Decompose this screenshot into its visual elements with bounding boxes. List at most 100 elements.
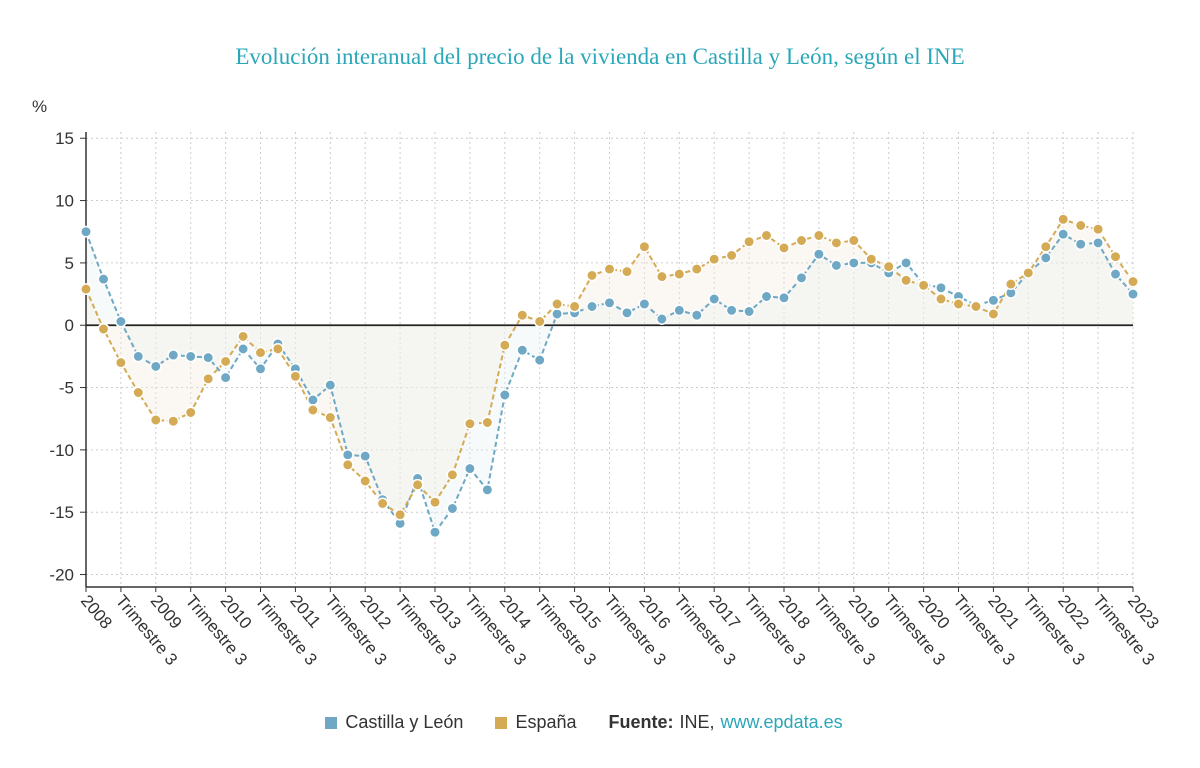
data-point: [638, 240, 651, 253]
y-tick-label: 15: [55, 129, 74, 148]
data-point: [638, 298, 651, 310]
data-point: [865, 253, 878, 266]
data-point: [743, 305, 756, 318]
data-point: [603, 296, 616, 309]
data-point: [778, 291, 790, 304]
data-point: [341, 448, 354, 461]
data-point: [987, 308, 1000, 320]
data-point: [80, 225, 92, 238]
data-point: [812, 248, 825, 261]
data-point: [132, 350, 145, 363]
data-point: [254, 346, 267, 359]
data-point: [673, 268, 686, 281]
y-tick-label: 0: [65, 316, 74, 335]
data-point: [1092, 236, 1105, 249]
data-point: [167, 415, 180, 428]
data-point: [743, 235, 756, 248]
data-point: [481, 483, 494, 496]
data-point: [411, 478, 424, 491]
data-point: [1127, 275, 1139, 288]
data-point: [237, 342, 250, 355]
data-point: [1039, 251, 1052, 264]
source-text: INE,: [679, 712, 715, 732]
data-point: [708, 253, 721, 266]
data-point: [306, 394, 319, 406]
data-point: [80, 283, 92, 296]
data-point: [376, 497, 389, 510]
data-point: [690, 263, 703, 276]
data-point: [935, 281, 947, 294]
data-point: [586, 300, 598, 313]
data-point: [655, 270, 668, 283]
data-point: [603, 263, 616, 276]
data-point: [1039, 240, 1052, 253]
data-point: [359, 450, 372, 463]
data-point: [1109, 250, 1122, 263]
data-point: [202, 372, 215, 385]
y-tick-label: -15: [49, 503, 74, 522]
data-point: [167, 349, 180, 362]
data-point: [271, 342, 284, 355]
data-point: [219, 355, 232, 368]
y-tick-label: -10: [49, 441, 74, 460]
x-tick-label: 2008: [77, 591, 116, 632]
data-point: [237, 330, 250, 343]
data-point: [359, 475, 372, 487]
data-point: [900, 274, 913, 287]
series-areas: [86, 219, 1133, 533]
legend: Castilla y León España Fuente: INE, www.…: [0, 712, 1200, 733]
data-point: [1127, 288, 1139, 301]
chart-title: Evolución interanual del precio de la vi…: [235, 44, 965, 69]
data-point: [429, 526, 441, 539]
data-point: [394, 508, 407, 521]
legend-swatch-castilla-y-leon: [325, 716, 338, 729]
data-point: [795, 271, 808, 284]
data-point: [463, 462, 476, 475]
grid: [85, 132, 1134, 587]
legend-item-castilla-y-leon[interactable]: Castilla y León: [325, 712, 463, 733]
data-point: [254, 362, 267, 375]
data-point: [760, 290, 773, 303]
data-point: [1057, 228, 1070, 241]
legend-swatch-espana: [495, 716, 508, 729]
data-point: [446, 468, 459, 481]
data-point: [935, 293, 947, 305]
source-link[interactable]: www.epdata.es: [720, 712, 843, 732]
data-point: [551, 298, 564, 310]
source-note: Fuente: INE, www.epdata.es: [609, 712, 843, 733]
data-point: [324, 379, 337, 392]
data-point: [219, 371, 232, 384]
data-point: [184, 406, 197, 419]
data-point: [987, 294, 1000, 307]
legend-label-castilla-y-leon: Castilla y León: [345, 712, 464, 732]
data-point: [1074, 238, 1087, 251]
data-point: [516, 344, 529, 357]
data-point: [149, 414, 162, 426]
series-points: [80, 213, 1139, 539]
y-tick-label: 10: [55, 192, 74, 211]
legend-label-espana: España: [515, 712, 577, 732]
data-point: [149, 360, 162, 373]
data-point: [1074, 219, 1087, 232]
data-point: [498, 389, 511, 401]
data-point: [429, 496, 441, 509]
data-point: [812, 229, 825, 242]
data-point: [1092, 223, 1105, 236]
y-axis-label: %: [32, 97, 47, 116]
data-point: [516, 309, 529, 322]
data-point: [690, 309, 703, 322]
data-point: [446, 502, 459, 515]
data-point: [586, 269, 598, 282]
data-point: [1109, 268, 1122, 281]
data-point: [324, 411, 337, 424]
data-point: [341, 458, 354, 471]
legend-item-espana[interactable]: España: [495, 712, 577, 733]
data-point: [132, 386, 145, 399]
series-area: [86, 219, 1133, 515]
data-point: [917, 279, 930, 292]
data-point: [568, 300, 581, 313]
data-point: [533, 354, 546, 367]
data-point: [970, 300, 982, 313]
data-point: [847, 256, 860, 269]
data-point: [498, 339, 511, 352]
